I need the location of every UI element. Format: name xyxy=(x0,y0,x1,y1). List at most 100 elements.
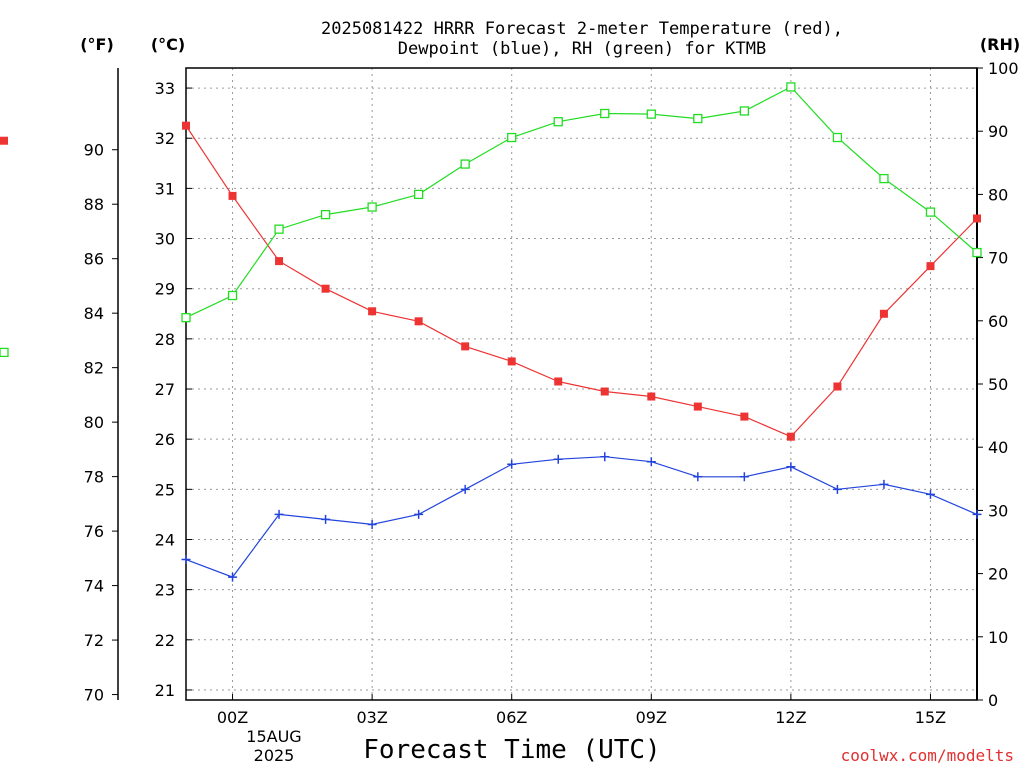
data-point xyxy=(600,387,609,396)
data-point xyxy=(367,519,377,529)
chart-title-line-2: Dewpoint (blue), RH (green) for KTMB xyxy=(398,39,766,59)
data-point xyxy=(368,307,377,316)
x-tick-label: 12Z xyxy=(775,708,806,727)
data-point xyxy=(507,132,517,143)
data-point xyxy=(925,489,935,499)
series-rh xyxy=(0,82,982,358)
celsius-tick-label: 30 xyxy=(155,230,175,249)
grid-layer xyxy=(186,68,977,700)
data-point xyxy=(693,472,703,482)
celsius-tick-label: 21 xyxy=(155,681,175,700)
fahrenheit-unit-label: (°F) xyxy=(80,35,114,54)
celsius-tick-label: 33 xyxy=(155,79,175,98)
data-point xyxy=(275,257,284,266)
celsius-unit-label: (°C) xyxy=(151,35,185,54)
data-point xyxy=(786,82,796,92)
data-point xyxy=(320,209,331,220)
rh-tick-label: 30 xyxy=(988,501,1008,520)
rh-tick-label: 50 xyxy=(988,375,1008,394)
data-point xyxy=(461,342,470,351)
x-tick-label: 03Z xyxy=(356,708,387,727)
series-line xyxy=(185,456,978,578)
celsius-tick-label: 28 xyxy=(155,330,175,349)
data-point xyxy=(646,109,656,119)
fahrenheit-tick-label: 76 xyxy=(84,522,104,541)
data-point xyxy=(414,509,424,519)
x-axis-title: Forecast Time (UTC) xyxy=(363,735,660,765)
fahrenheit-tick-label: 72 xyxy=(84,631,104,650)
data-point xyxy=(274,509,284,519)
x-tick-label: 15Z xyxy=(915,708,946,727)
celsius-tick-label: 24 xyxy=(155,530,175,549)
x-tick-label: 09Z xyxy=(636,708,667,727)
data-point xyxy=(600,452,610,462)
data-point xyxy=(228,572,238,582)
data-point xyxy=(973,214,981,223)
celsius-tick-label: 22 xyxy=(155,631,175,650)
data-point xyxy=(786,432,795,441)
data-point xyxy=(925,207,936,217)
data-point xyxy=(833,382,842,391)
rh-tick-label: 0 xyxy=(988,691,998,710)
data-point xyxy=(274,224,284,234)
data-point xyxy=(553,117,563,127)
data-point xyxy=(739,106,750,116)
rh-tick-label: 60 xyxy=(988,312,1008,331)
fahrenheit-tick-label: 82 xyxy=(84,359,104,378)
data-point xyxy=(413,189,424,200)
series-line xyxy=(185,125,978,438)
chart-title-line-1: 2025081422 HRRR Forecast 2-meter Tempera… xyxy=(321,19,843,39)
data-point xyxy=(181,555,191,565)
data-point xyxy=(227,290,238,301)
series-dewpoint xyxy=(181,452,982,582)
data-point xyxy=(460,159,470,169)
data-point xyxy=(414,317,423,326)
series-temperature xyxy=(0,121,981,441)
rh-tick-label: 70 xyxy=(988,249,1008,268)
plot-frame xyxy=(185,67,978,701)
data-point xyxy=(182,121,190,130)
data-point xyxy=(739,472,749,482)
data-point xyxy=(972,509,982,519)
data-point xyxy=(554,377,563,386)
rh-tick-label: 20 xyxy=(988,565,1008,584)
data-point xyxy=(228,191,237,200)
data-point xyxy=(740,412,749,421)
fahrenheit-tick-label: 88 xyxy=(84,195,104,214)
data-point xyxy=(0,136,8,145)
rh-unit-label: (RH) xyxy=(980,35,1020,54)
data-point xyxy=(646,457,656,467)
data-point xyxy=(600,108,610,119)
x-tick-label: 00Z xyxy=(217,708,248,727)
data-point xyxy=(926,262,935,271)
fahrenheit-tick-label: 84 xyxy=(84,304,104,323)
data-point xyxy=(321,514,331,524)
data-point xyxy=(693,402,702,411)
data-point xyxy=(879,309,888,318)
data-point xyxy=(693,113,703,124)
fahrenheit-tick-label: 90 xyxy=(84,141,104,160)
data-point xyxy=(553,454,563,464)
celsius-tick-label: 32 xyxy=(155,129,175,148)
celsius-tick-label: 23 xyxy=(155,581,175,600)
series-layer xyxy=(0,83,982,582)
data-point xyxy=(507,459,517,469)
x-date-year-label: 2025 xyxy=(254,746,295,765)
celsius-tick-label: 29 xyxy=(155,280,175,299)
data-point xyxy=(647,392,656,401)
celsius-tick-label: 26 xyxy=(155,430,175,449)
data-point xyxy=(972,247,982,258)
fahrenheit-tick-label: 80 xyxy=(84,413,104,432)
data-point xyxy=(879,173,889,184)
celsius-tick-label: 31 xyxy=(155,179,175,198)
fahrenheit-tick-label: 70 xyxy=(84,686,104,705)
series-line xyxy=(185,86,978,319)
data-point xyxy=(181,312,191,323)
data-point xyxy=(507,357,516,366)
rh-tick-label: 100 xyxy=(988,59,1019,78)
fahrenheit-tick-label: 78 xyxy=(84,468,104,487)
data-point xyxy=(0,347,9,358)
x-date-day-label: 15AUG xyxy=(246,727,301,746)
data-point xyxy=(879,479,889,489)
